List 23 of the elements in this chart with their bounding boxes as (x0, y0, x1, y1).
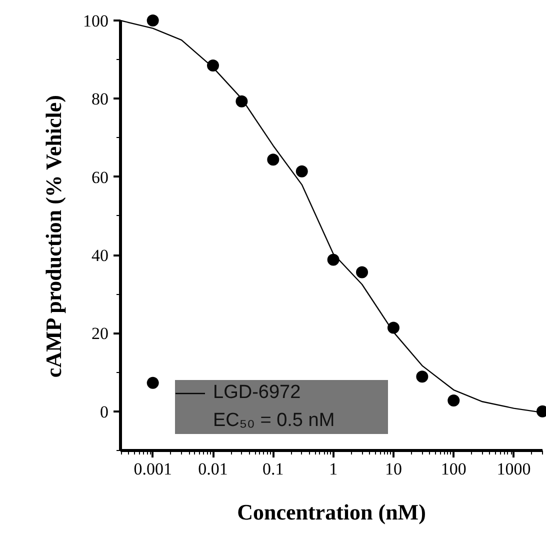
point (267, 154, 280, 166)
point (448, 394, 460, 406)
x-tick-label: 10 (384, 460, 402, 478)
y-tick-label: 20 (92, 324, 108, 344)
legend-label: LGD-6972 (213, 381, 302, 405)
y-tick-label: 0 (100, 402, 108, 422)
x-tick-label: 0.1 (262, 460, 284, 478)
point (356, 266, 368, 278)
point (416, 370, 428, 383)
y-axis-title: cAMP production (% Vehicle) (41, 95, 66, 378)
annotation: EC₅₀ = 0.5 nM (213, 409, 336, 433)
x-tick-label: 0.001 (134, 460, 172, 478)
y-tick-label: 40 (92, 246, 108, 266)
x-tick-label: 0.01 (198, 460, 228, 478)
y-tick-label: 60 (92, 168, 108, 187)
point (296, 165, 308, 178)
x-tick-label: 100 (440, 460, 466, 478)
point (146, 14, 159, 26)
x-tick-label: 1 (329, 460, 338, 478)
y-tick-label: 100 (83, 12, 108, 30)
x-tick-label: 1000 (496, 460, 531, 478)
x-axis-title: Concentration (nM) (237, 500, 426, 524)
y-tick-label: 80 (92, 90, 108, 109)
